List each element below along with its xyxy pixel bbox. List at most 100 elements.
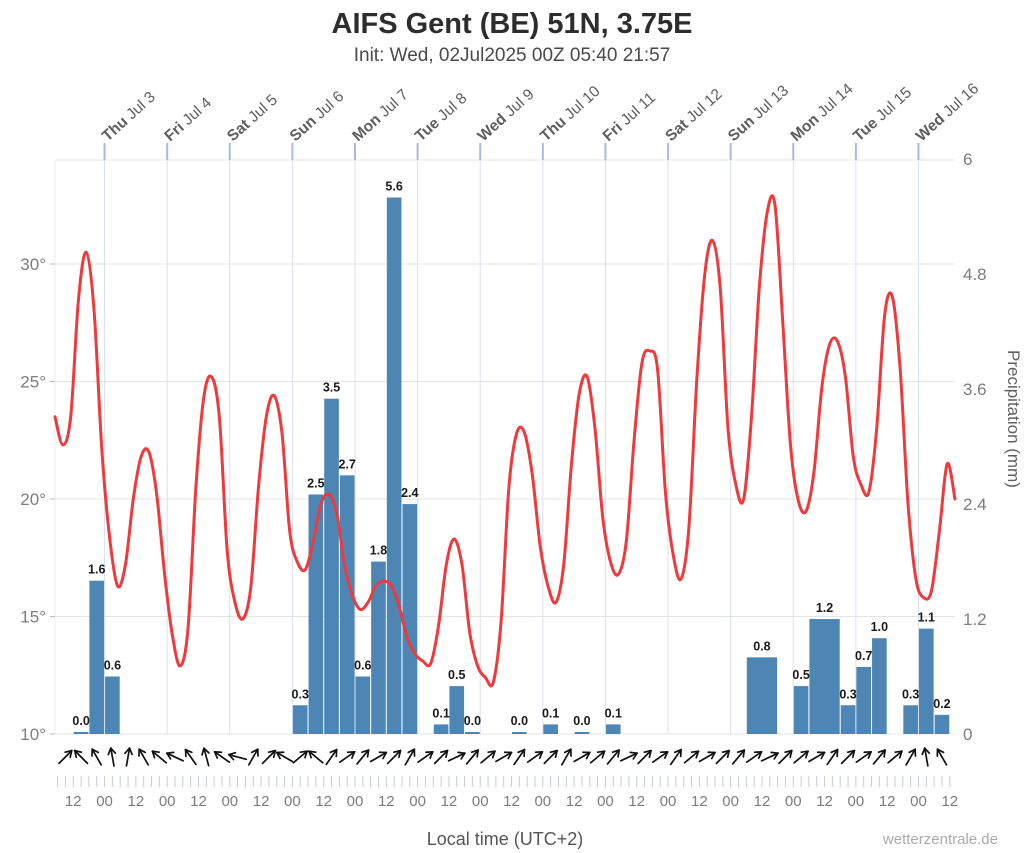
wind-arrow [560, 748, 572, 766]
precip-value-label: 0.3 [902, 687, 919, 701]
wind-arrow [526, 750, 544, 764]
wind-arrow [808, 751, 826, 763]
precip-bar [746, 657, 778, 734]
wind-arrow [292, 750, 308, 764]
wind-arrow [124, 747, 133, 767]
day-label: Wed Jul 9 [475, 86, 538, 145]
wind-arrow [887, 750, 903, 764]
wind-arrow [369, 751, 388, 763]
precip-bar [371, 561, 386, 734]
precip-value-label: 1.1 [918, 611, 935, 625]
precip-bar [324, 398, 339, 734]
wind-arrow [480, 750, 496, 764]
time-tick-label: 12 [628, 793, 645, 810]
precip-value-label: 0.8 [753, 639, 770, 653]
wind-arrow [325, 748, 338, 766]
precip-bar [308, 494, 324, 734]
wind-arrow [715, 749, 731, 765]
time-tick-label: 00 [785, 793, 802, 810]
time-tick-label: 00 [347, 793, 364, 810]
precip-bar [903, 705, 918, 734]
wind-arrow [745, 750, 763, 764]
wind-arrow [513, 748, 526, 766]
precip-bar [73, 732, 89, 734]
wind-arrow [213, 750, 231, 764]
precip-value-label: 2.7 [338, 457, 355, 471]
wind-arrow [338, 750, 356, 764]
wind-arrow [543, 749, 558, 765]
time-tick-label: 00 [534, 793, 551, 810]
precip-value-label: 0.5 [792, 668, 809, 682]
wind-arrow [228, 751, 248, 761]
time-tick-label: 12 [128, 793, 145, 810]
precip-value-label: 2.4 [401, 486, 418, 500]
time-tick-label: 00 [660, 793, 677, 810]
time-tick-label: 12 [503, 793, 520, 810]
wind-arrow [261, 749, 277, 765]
time-tick-label: 12 [941, 793, 958, 810]
day-label: Thu Jul 10 [537, 83, 604, 145]
precip-axis-title: Precipitation (mm) [1004, 350, 1023, 488]
precip-value-label: 1.8 [370, 544, 387, 558]
day-label: Mon Jul 7 [349, 86, 412, 145]
wind-arrow [793, 750, 809, 764]
wind-arrow [275, 751, 294, 763]
precip-value-label: 0.6 [104, 659, 121, 673]
precip-value-label: 0.3 [839, 687, 856, 701]
wind-arrow [107, 747, 117, 767]
wind-arrow [589, 750, 606, 764]
precip-tick-label: 1.2 [963, 610, 987, 629]
time-tick-label: 00 [159, 793, 176, 810]
wind-arrow [151, 750, 168, 764]
time-tick-label: 12 [816, 793, 833, 810]
precip-value-label: 0.0 [511, 714, 528, 728]
wind-arrow [386, 749, 402, 765]
time-tick-label: 12 [378, 793, 395, 810]
temp-tick-label: 20° [20, 490, 46, 509]
precip-bar [543, 724, 558, 734]
precip-bar [433, 724, 449, 734]
wind-arrow [91, 748, 103, 766]
wind-arrow [637, 749, 652, 765]
day-label: Fri Jul 4 [161, 94, 215, 145]
time-tick-label: 12 [441, 793, 458, 810]
wind-arrow [760, 751, 779, 762]
precip-bar [605, 724, 621, 734]
wind-arrow [404, 748, 416, 766]
time-tick-label: 00 [96, 793, 113, 810]
day-label: Tue Jul 15 [850, 84, 915, 145]
precip-value-label: 1.2 [816, 601, 833, 615]
time-tick-label: 00 [848, 793, 865, 810]
time-tick-label: 12 [754, 793, 771, 810]
day-label: Wed Jul 16 [913, 80, 982, 145]
day-label: Sat Jul 5 [224, 91, 281, 145]
precip-tick-label: 6 [963, 150, 972, 169]
page-title: AIFS Gent (BE) 51N, 3.75E [331, 8, 693, 40]
wind-arrow [465, 749, 480, 765]
wind-arrow [606, 749, 620, 765]
precip-value-label: 0.0 [464, 714, 481, 728]
time-tick-label: 12 [315, 793, 332, 810]
time-tick-label: 12 [691, 793, 708, 810]
precip-bar [89, 580, 105, 734]
precip-bar [918, 628, 934, 734]
wind-arrow [308, 750, 324, 764]
wind-arrow [495, 751, 513, 763]
time-tick-label: 00 [472, 793, 489, 810]
precip-bar [574, 732, 590, 734]
precip-bar [386, 197, 402, 734]
precip-value-label: 0.0 [573, 714, 590, 728]
wind-arrow [201, 747, 210, 767]
precip-value-label: 1.0 [871, 620, 888, 634]
temp-tick-label: 25° [20, 373, 46, 392]
wind-arrow [165, 751, 185, 762]
precip-value-label: 0.6 [354, 659, 371, 673]
precip-tick-label: 0 [963, 725, 972, 744]
precip-value-label: 0.0 [72, 714, 89, 728]
wind-arrow [905, 748, 917, 766]
precip-bar [512, 732, 527, 734]
wind-arrow [417, 750, 434, 764]
precip-bar [840, 705, 856, 734]
wind-arrow [840, 749, 856, 765]
